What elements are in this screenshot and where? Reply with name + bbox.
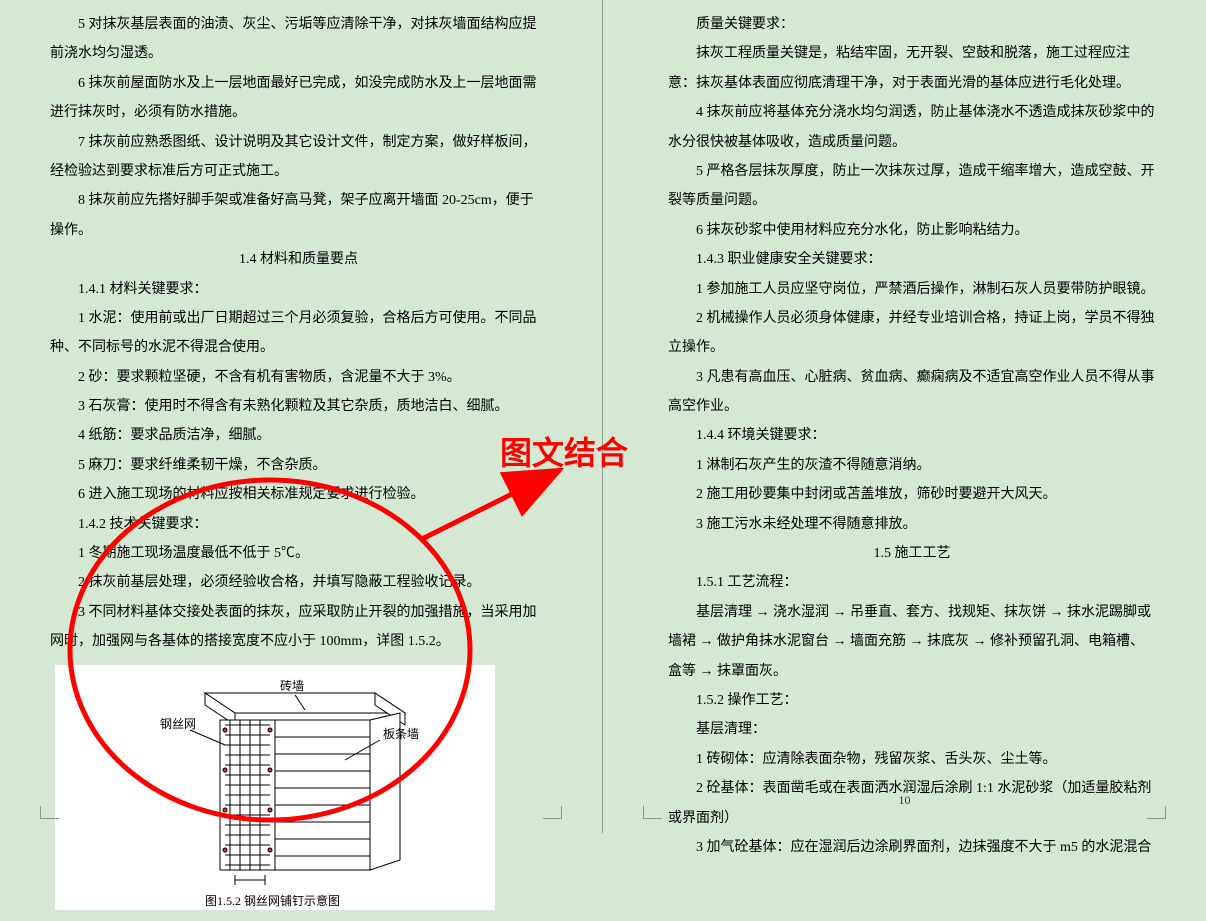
para: 3 石灰膏：使用时不得含有未熟化颗粒及其它杂质，质地洁白、细腻。 (50, 392, 547, 421)
page-corner-mark (40, 806, 59, 819)
page-spread: 5 对抹灰基层表面的油渍、灰尘、污垢等应清除干净，对抹灰墙面结构应提前浇水均匀湿… (0, 0, 1206, 833)
section-heading: 1.4 材料和质量要点 (50, 245, 547, 274)
para: 6 抹灰砂浆中使用材料应充分水化，防止影响粘结力。 (668, 216, 1156, 245)
para: 3 施工污水未经处理不得随意排放。 (668, 510, 1156, 539)
para: 1 冬期施工现场温度最低不低于 5℃。 (50, 539, 547, 568)
page-corner-mark (543, 806, 562, 819)
para: 1 淋制石灰产生的灰渣不得随意消纳。 (668, 451, 1156, 480)
para: 4 纸筋：要求品质洁净，细腻。 (50, 421, 547, 450)
para: 基层清理 → 浇水湿润 → 吊垂直、套方、找规矩、抹灰饼 → 抹水泥踢脚或墙裙 … (668, 598, 1156, 686)
para: 5 严格各层抹灰厚度，防止一次抹灰过厚，造成干缩率增大，造成空鼓、开裂等质量问题… (668, 157, 1156, 216)
fig-label-panel: 板条墙 (383, 727, 419, 741)
para: 质量关键要求： (668, 10, 1156, 39)
para: 2 机械操作人员必须身体健康，并经专业培训合格，持证上岗，学员不得独立操作。 (668, 304, 1156, 363)
diagram-svg: 钢丝网 砖墙 板条墙 图1.5.2 钢丝网铺钉示意图 (55, 665, 495, 910)
fig-caption: 图1.5.2 钢丝网铺钉示意图 (205, 893, 340, 908)
fig-label-wire: 钢丝网 (160, 717, 196, 731)
para: 6 进入施工现场的材料应按相关标准规定要求进行检验。 (50, 480, 547, 509)
para: 7 抹灰前应熟悉图纸、设计说明及其它设计文件，制定方案，做好样板间，经检验达到要… (50, 128, 547, 187)
page-corner-mark (1147, 806, 1166, 819)
para: 1 参加施工人员应坚守岗位，严禁酒后操作，淋制石灰人员要带防护眼镜。 (668, 275, 1156, 304)
right-page: 质量关键要求： 抹灰工程质量关键是，粘结牢固，无开裂、空鼓和脱落，施工过程应注意… (603, 0, 1206, 833)
para: 抹灰工程质量关键是，粘结牢固，无开裂、空鼓和脱落，施工过程应注意：抹灰基体表面应… (668, 39, 1156, 98)
para: 1.5.1 工艺流程： (668, 568, 1156, 597)
para: 5 对抹灰基层表面的油渍、灰尘、污垢等应清除干净，对抹灰墙面结构应提前浇水均匀湿… (50, 10, 547, 69)
para: 1.4.1 材料关键要求： (50, 275, 547, 304)
para: 1.4.3 职业健康安全关键要求： (668, 245, 1156, 274)
page-corner-mark (643, 806, 662, 819)
page-number: 10 (603, 788, 1206, 813)
para: 3 加气砼基体：应在湿润后边涂刷界面剂，边抹强度不大于 m5 的水泥混合 (668, 833, 1156, 862)
para: 8 抹灰前应先搭好脚手架或准备好高马凳，架子应离开墙面 20-25cm，便于操作… (50, 186, 547, 245)
para: 1 砖砌体：应清除表面杂物，残留灰浆、舌头灰、尘土等。 (668, 745, 1156, 774)
figure-wire-mesh-diagram: 钢丝网 砖墙 板条墙 图1.5.2 钢丝网铺钉示意图 (55, 665, 495, 910)
para: 2 抹灰前基层处理，必须经验收合格，并填写隐蔽工程验收记录。 (50, 568, 547, 597)
para: 6 抹灰前屋面防水及上一层地面最好已完成，如没完成防水及上一层地面需进行抹灰时，… (50, 69, 547, 128)
para: 1 水泥：使用前或出厂日期超过三个月必须复验，合格后方可使用。不同品种、不同标号… (50, 304, 547, 363)
para: 基层清理： (668, 715, 1156, 744)
para: 2 砂：要求颗粒坚硬，不含有机有害物质，含泥量不大于 3%。 (50, 363, 547, 392)
para: 3 不同材料基体交接处表面的抹灰，应采取防止开裂的加强措施，当采用加网时，加强网… (50, 598, 547, 657)
para: 1.5.2 操作工艺： (668, 686, 1156, 715)
section-heading: 1.5 施工工艺 (668, 539, 1156, 568)
para: 1.4.4 环境关键要求： (668, 421, 1156, 450)
para: 3 凡患有高血压、心脏病、贫血病、癫痫病及不适宜高空作业人员不得从事高空作业。 (668, 363, 1156, 422)
left-page: 5 对抹灰基层表面的油渍、灰尘、污垢等应清除干净，对抹灰墙面结构应提前浇水均匀湿… (0, 0, 603, 833)
para: 5 麻刀：要求纤维柔韧干燥，不含杂质。 (50, 451, 547, 480)
para: 1.4.2 技术关键要求： (50, 510, 547, 539)
para: 4 抹灰前应将基体充分浇水均匀润透，防止基体浇水不透造成抹灰砂浆中的水分很快被基… (668, 98, 1156, 157)
fig-label-brick: 砖墙 (280, 678, 304, 693)
para: 2 施工用砂要集中封闭或苫盖堆放，筛砂时要避开大风天。 (668, 480, 1156, 509)
